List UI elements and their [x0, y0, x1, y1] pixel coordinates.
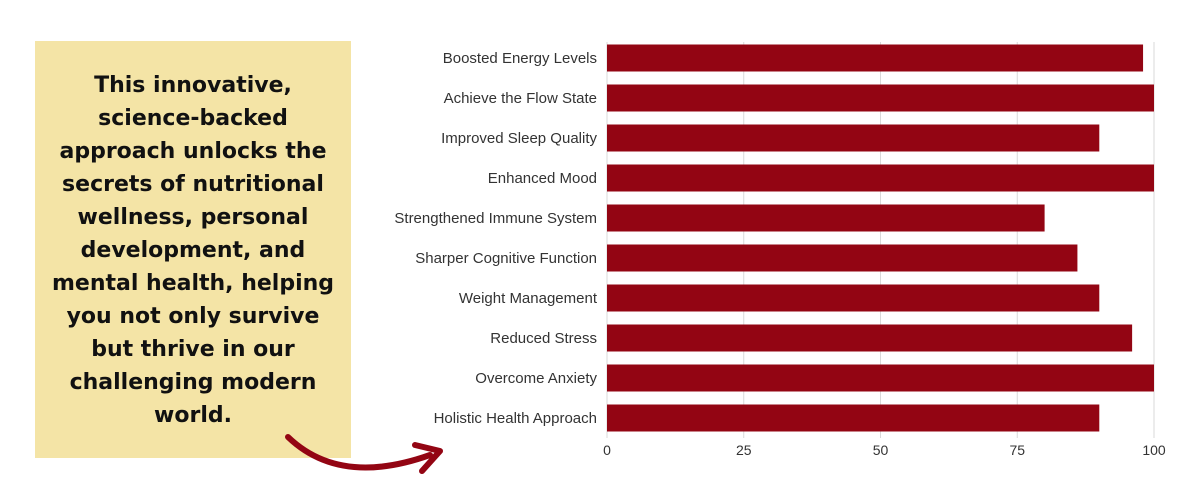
x-tick-label: 100 [1142, 442, 1166, 458]
bar [607, 364, 1154, 392]
x-tick-label: 25 [736, 442, 752, 458]
category-label: Overcome Anxiety [475, 370, 597, 387]
bar [607, 284, 1100, 312]
chart-category-labels: Boosted Energy Levels Achieve the Flow St… [394, 50, 597, 427]
category-label: Enhanced Mood [488, 170, 597, 187]
category-label: Reduced Stress [490, 330, 597, 347]
category-label: Improved Sleep Quality [441, 130, 597, 147]
x-tick-label: 50 [873, 442, 889, 458]
bar [607, 324, 1133, 352]
bar [607, 204, 1045, 232]
category-label: Strengthened Immune System [394, 210, 597, 227]
x-tick-label: 0 [603, 442, 611, 458]
category-label: Holistic Health Approach [434, 410, 597, 427]
bar [607, 124, 1100, 152]
curved-arrow-icon [285, 434, 443, 474]
callout-text: This innovative, science-backed approach… [51, 73, 335, 428]
bar [607, 404, 1100, 432]
chart-tick-labels: 0 25 50 75 100 [603, 442, 1166, 458]
chart-bars [607, 44, 1154, 432]
category-label: Boosted Energy Levels [443, 50, 597, 67]
category-label: Sharper Cognitive Function [415, 250, 597, 267]
category-label: Achieve the Flow State [444, 90, 597, 107]
callout-box: This innovative, science-backed approach… [35, 41, 351, 458]
category-label: Weight Management [459, 290, 598, 307]
bar [607, 44, 1144, 72]
x-tick-label: 75 [1009, 442, 1025, 458]
bar [607, 244, 1078, 272]
bar [607, 84, 1154, 112]
bar [607, 164, 1154, 192]
